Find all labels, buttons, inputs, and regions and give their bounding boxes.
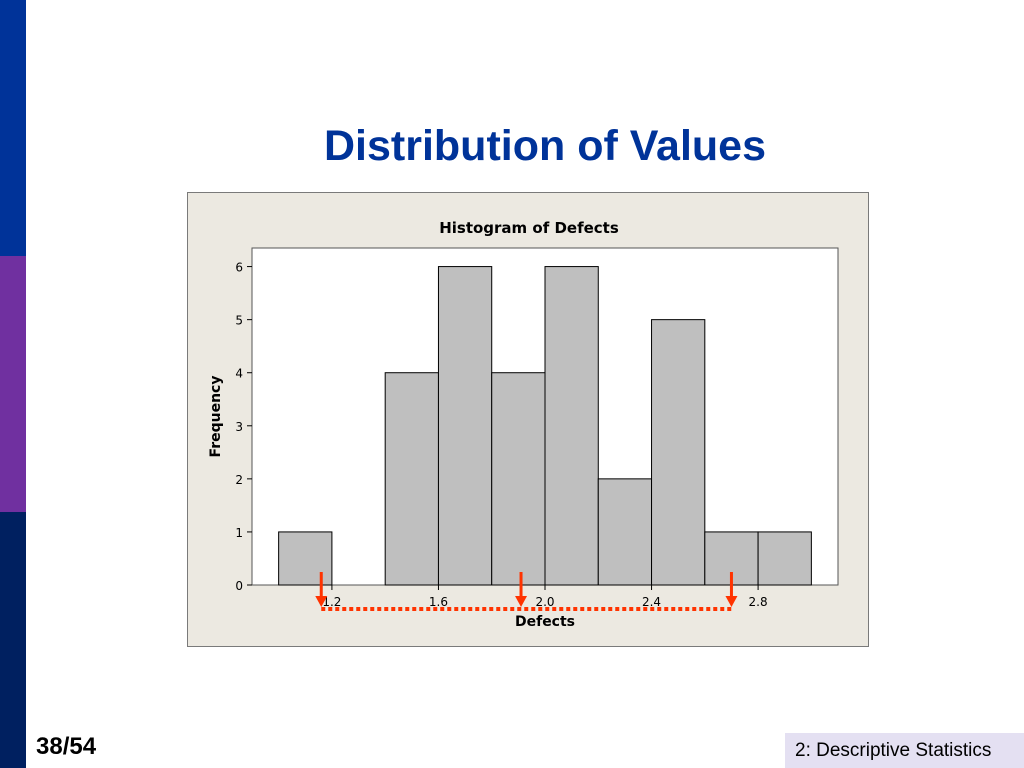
footer-section-label: 2: Descriptive Statistics	[785, 733, 1024, 768]
x-tick-label: 2.0	[535, 595, 554, 609]
bar	[651, 319, 706, 586]
y-tick-label: 3	[235, 420, 243, 434]
y-tick-label: 0	[235, 579, 243, 593]
x-tick-label: 1.6	[429, 595, 448, 609]
y-tick-label: 5	[235, 314, 243, 328]
arrow-head	[315, 596, 328, 607]
x-tick-label: 2.4	[642, 595, 661, 609]
page-number: 38/54	[36, 733, 97, 760]
arrow-head	[725, 596, 738, 607]
y-tick-label: 2	[235, 473, 243, 487]
chart-title: Histogram of Defects	[439, 219, 619, 237]
histogram-chart: Histogram of Defects 0 1 2 3 4 5 6 1.2 1.6 2.0 2.4 2…	[187, 192, 869, 647]
x-tick-label: 1.2	[322, 595, 341, 609]
bar	[437, 266, 493, 586]
arrow-head	[515, 596, 528, 607]
side-stripe-top	[0, 0, 26, 256]
x-tick-label: 2.8	[749, 595, 768, 609]
bar	[757, 531, 812, 586]
y-tick-label: 1	[235, 526, 243, 540]
bar	[278, 531, 333, 586]
x-axis-label: Defects	[515, 614, 575, 630]
histogram-svg: Histogram of Defects 0 1 2 3 4 5 6 1.2 1.6 2.0 2.4 2…	[208, 219, 839, 630]
side-stripe-middle	[0, 256, 26, 512]
side-stripe-bottom	[0, 512, 26, 768]
y-tick-label: 6	[235, 261, 243, 275]
y-tick-label: 4	[235, 367, 243, 381]
bar	[491, 372, 546, 586]
bar	[384, 372, 439, 586]
bar	[597, 478, 653, 586]
slide-title: Distribution of Values	[324, 122, 766, 170]
y-axis-label: Frequency	[208, 376, 224, 458]
bar	[544, 266, 599, 586]
